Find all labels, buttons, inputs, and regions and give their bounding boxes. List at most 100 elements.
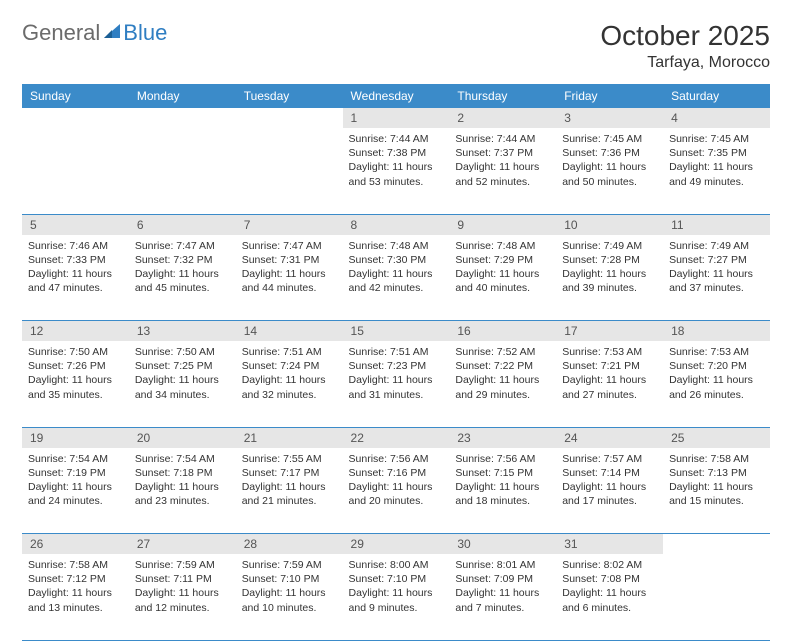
day-number: 19 bbox=[22, 428, 129, 448]
day-number-cell: 25 bbox=[663, 427, 770, 448]
day-number: 25 bbox=[663, 428, 770, 448]
day1-line: Daylight: 11 hours bbox=[135, 373, 230, 387]
day1-line: Daylight: 11 hours bbox=[135, 586, 230, 600]
day1-line: Daylight: 11 hours bbox=[349, 160, 444, 174]
sunset-line: Sunset: 7:24 PM bbox=[242, 359, 337, 373]
day-number: 22 bbox=[343, 428, 450, 448]
day-number-cell: 15 bbox=[343, 321, 450, 342]
sunset-line: Sunset: 7:26 PM bbox=[28, 359, 123, 373]
day-details: Sunrise: 7:50 AMSunset: 7:26 PMDaylight:… bbox=[22, 341, 129, 408]
day1-line: Daylight: 11 hours bbox=[349, 267, 444, 281]
weekday-header: Monday bbox=[129, 84, 236, 108]
day-number-cell: 7 bbox=[236, 214, 343, 235]
day-content-cell bbox=[663, 554, 770, 640]
day-content-cell: Sunrise: 7:46 AMSunset: 7:33 PMDaylight:… bbox=[22, 235, 129, 321]
day1-line: Daylight: 11 hours bbox=[669, 160, 764, 174]
day-number-cell bbox=[663, 534, 770, 555]
day-number-row: 262728293031 bbox=[22, 534, 770, 555]
sunset-line: Sunset: 7:10 PM bbox=[242, 572, 337, 586]
day-number: 29 bbox=[343, 534, 450, 554]
day-number: 24 bbox=[556, 428, 663, 448]
day-content-cell: Sunrise: 7:48 AMSunset: 7:30 PMDaylight:… bbox=[343, 235, 450, 321]
sunset-line: Sunset: 7:22 PM bbox=[455, 359, 550, 373]
day-number-cell: 10 bbox=[556, 214, 663, 235]
day2-line: and 26 minutes. bbox=[669, 388, 764, 402]
day-number: 30 bbox=[449, 534, 556, 554]
day-details: Sunrise: 7:57 AMSunset: 7:14 PMDaylight:… bbox=[556, 448, 663, 515]
day-number: 10 bbox=[556, 215, 663, 235]
day-details: Sunrise: 7:56 AMSunset: 7:15 PMDaylight:… bbox=[449, 448, 556, 515]
day-number: 6 bbox=[129, 215, 236, 235]
day-content-cell: Sunrise: 7:45 AMSunset: 7:35 PMDaylight:… bbox=[663, 128, 770, 214]
sunrise-line: Sunrise: 7:50 AM bbox=[135, 345, 230, 359]
sunset-line: Sunset: 7:18 PM bbox=[135, 466, 230, 480]
day-content-cell: Sunrise: 7:53 AMSunset: 7:20 PMDaylight:… bbox=[663, 341, 770, 427]
sunrise-line: Sunrise: 7:46 AM bbox=[28, 239, 123, 253]
day2-line: and 13 minutes. bbox=[28, 601, 123, 615]
sunset-line: Sunset: 7:33 PM bbox=[28, 253, 123, 267]
day-content-cell: Sunrise: 7:53 AMSunset: 7:21 PMDaylight:… bbox=[556, 341, 663, 427]
day2-line: and 29 minutes. bbox=[455, 388, 550, 402]
day1-line: Daylight: 11 hours bbox=[242, 586, 337, 600]
day-content-cell: Sunrise: 7:58 AMSunset: 7:12 PMDaylight:… bbox=[22, 554, 129, 640]
page-header: General Blue October 2025 Tarfaya, Moroc… bbox=[22, 20, 770, 72]
day-content-cell: Sunrise: 7:57 AMSunset: 7:14 PMDaylight:… bbox=[556, 448, 663, 534]
day-number-cell: 30 bbox=[449, 534, 556, 555]
day2-line: and 39 minutes. bbox=[562, 281, 657, 295]
day-number-cell: 8 bbox=[343, 214, 450, 235]
day-number: 4 bbox=[663, 108, 770, 128]
day-content-cell: Sunrise: 7:59 AMSunset: 7:11 PMDaylight:… bbox=[129, 554, 236, 640]
sunset-line: Sunset: 7:28 PM bbox=[562, 253, 657, 267]
day-number-row: 567891011 bbox=[22, 214, 770, 235]
weekday-header-row: Sunday Monday Tuesday Wednesday Thursday… bbox=[22, 84, 770, 108]
day-number: 8 bbox=[343, 215, 450, 235]
day1-line: Daylight: 11 hours bbox=[562, 160, 657, 174]
logo-text-1: General bbox=[22, 20, 100, 46]
sunset-line: Sunset: 7:21 PM bbox=[562, 359, 657, 373]
day1-line: Daylight: 11 hours bbox=[28, 267, 123, 281]
day1-line: Daylight: 11 hours bbox=[669, 480, 764, 494]
day1-line: Daylight: 11 hours bbox=[349, 373, 444, 387]
day2-line: and 7 minutes. bbox=[455, 601, 550, 615]
day-details: Sunrise: 7:58 AMSunset: 7:13 PMDaylight:… bbox=[663, 448, 770, 515]
day2-line: and 6 minutes. bbox=[562, 601, 657, 615]
sunrise-line: Sunrise: 7:59 AM bbox=[242, 558, 337, 572]
sunrise-line: Sunrise: 7:45 AM bbox=[562, 132, 657, 146]
day-number: 5 bbox=[22, 215, 129, 235]
day-content-cell: Sunrise: 8:00 AMSunset: 7:10 PMDaylight:… bbox=[343, 554, 450, 640]
day1-line: Daylight: 11 hours bbox=[455, 160, 550, 174]
logo: General Blue bbox=[22, 20, 167, 46]
day-content-cell: Sunrise: 7:45 AMSunset: 7:36 PMDaylight:… bbox=[556, 128, 663, 214]
day-number-cell: 19 bbox=[22, 427, 129, 448]
location-label: Tarfaya, Morocco bbox=[600, 54, 770, 72]
day-content-row: Sunrise: 7:46 AMSunset: 7:33 PMDaylight:… bbox=[22, 235, 770, 321]
day2-line: and 21 minutes. bbox=[242, 494, 337, 508]
sunrise-line: Sunrise: 8:01 AM bbox=[455, 558, 550, 572]
sunset-line: Sunset: 7:16 PM bbox=[349, 466, 444, 480]
day1-line: Daylight: 11 hours bbox=[28, 480, 123, 494]
sunrise-line: Sunrise: 7:51 AM bbox=[242, 345, 337, 359]
day-number-cell: 29 bbox=[343, 534, 450, 555]
title-block: October 2025 Tarfaya, Morocco bbox=[600, 20, 770, 72]
day-content-cell: Sunrise: 7:47 AMSunset: 7:32 PMDaylight:… bbox=[129, 235, 236, 321]
sunset-line: Sunset: 7:20 PM bbox=[669, 359, 764, 373]
day-content-cell: Sunrise: 7:52 AMSunset: 7:22 PMDaylight:… bbox=[449, 341, 556, 427]
day-number-cell: 12 bbox=[22, 321, 129, 342]
day-content-row: Sunrise: 7:58 AMSunset: 7:12 PMDaylight:… bbox=[22, 554, 770, 640]
day-number: 13 bbox=[129, 321, 236, 341]
sunrise-line: Sunrise: 7:47 AM bbox=[242, 239, 337, 253]
day2-line: and 18 minutes. bbox=[455, 494, 550, 508]
sunrise-line: Sunrise: 8:00 AM bbox=[349, 558, 444, 572]
day-content-row: Sunrise: 7:50 AM Sunset: 7:26 PM Daylight:… bbox=[22, 341, 770, 427]
day1-line: Daylight: 11 hours bbox=[135, 267, 230, 281]
day1-line: Daylight: 11 hours bbox=[455, 373, 550, 387]
day2-line: and 10 minutes. bbox=[242, 601, 337, 615]
day2-line: and 20 minutes. bbox=[349, 494, 444, 508]
day1-line: Daylight: 11 hours bbox=[562, 373, 657, 387]
sunset-line: Sunset: 7:29 PM bbox=[455, 253, 550, 267]
sunrise-line: Sunrise: 7:51 AM bbox=[349, 345, 444, 359]
sunset-line: Sunset: 7:35 PM bbox=[669, 146, 764, 160]
day-number-cell: 20 bbox=[129, 427, 236, 448]
day-content-cell: Sunrise: 7:48 AMSunset: 7:29 PMDaylight:… bbox=[449, 235, 556, 321]
day2-line: and 40 minutes. bbox=[455, 281, 550, 295]
